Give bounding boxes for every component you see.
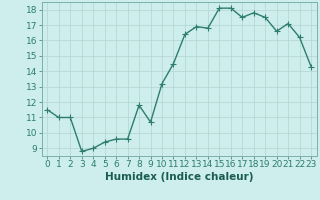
- X-axis label: Humidex (Indice chaleur): Humidex (Indice chaleur): [105, 172, 253, 182]
